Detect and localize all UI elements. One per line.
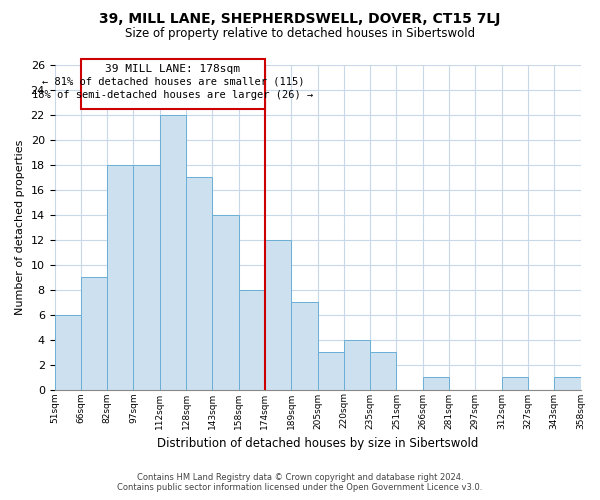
Y-axis label: Number of detached properties: Number of detached properties xyxy=(15,140,25,315)
Bar xyxy=(160,115,186,390)
Text: 39, MILL LANE, SHEPHERDSWELL, DOVER, CT15 7LJ: 39, MILL LANE, SHEPHERDSWELL, DOVER, CT1… xyxy=(100,12,500,26)
Bar xyxy=(265,240,291,390)
Text: Size of property relative to detached houses in Sibertswold: Size of property relative to detached ho… xyxy=(125,28,475,40)
Bar xyxy=(502,377,528,390)
Bar xyxy=(554,377,581,390)
Bar xyxy=(423,377,449,390)
Bar xyxy=(133,165,160,390)
Bar xyxy=(212,214,239,390)
Text: 39 MILL LANE: 178sqm: 39 MILL LANE: 178sqm xyxy=(106,64,241,74)
Bar xyxy=(344,340,370,390)
FancyBboxPatch shape xyxy=(81,58,265,108)
Bar xyxy=(317,352,344,390)
Text: 18% of semi-detached houses are larger (26) →: 18% of semi-detached houses are larger (… xyxy=(32,90,313,101)
X-axis label: Distribution of detached houses by size in Sibertswold: Distribution of detached houses by size … xyxy=(157,437,478,450)
Bar xyxy=(186,178,212,390)
Bar xyxy=(81,277,107,390)
Text: Contains HM Land Registry data © Crown copyright and database right 2024.
Contai: Contains HM Land Registry data © Crown c… xyxy=(118,473,482,492)
Bar xyxy=(291,302,317,390)
Text: ← 81% of detached houses are smaller (115): ← 81% of detached houses are smaller (11… xyxy=(41,77,304,87)
Bar xyxy=(55,314,81,390)
Bar xyxy=(107,165,133,390)
Bar xyxy=(239,290,265,390)
Bar xyxy=(370,352,397,390)
